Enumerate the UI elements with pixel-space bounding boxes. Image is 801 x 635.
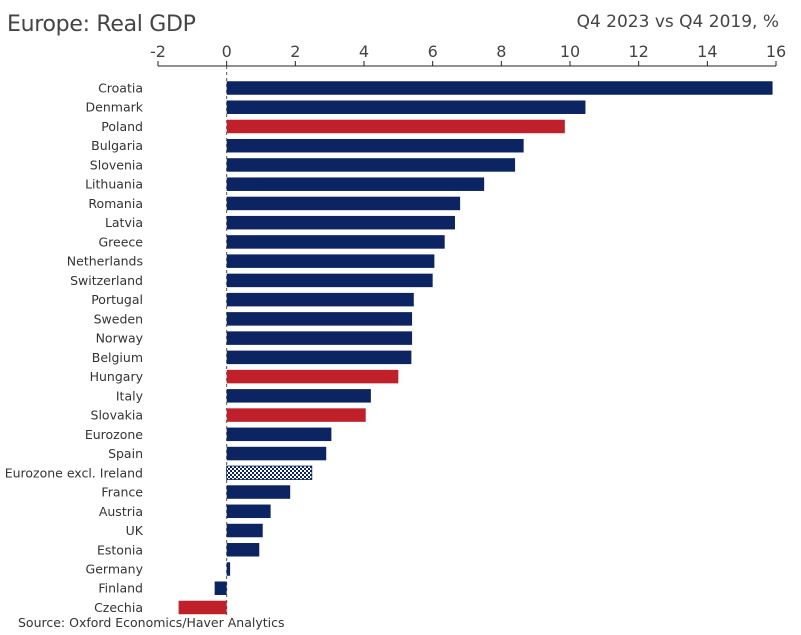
bar	[226, 177, 485, 191]
x-tick-label: 8	[496, 42, 506, 61]
category-label: Norway	[96, 331, 144, 346]
category-label: Spain	[108, 446, 143, 461]
category-label: Sweden	[94, 311, 143, 326]
bar	[226, 523, 263, 538]
bar	[226, 215, 455, 230]
bar	[226, 273, 433, 288]
category-label: Latvia	[105, 215, 143, 230]
category-label: Eurozone	[85, 427, 143, 442]
bar	[226, 158, 516, 172]
category-label: Netherlands	[67, 254, 143, 269]
category-label: Croatia	[98, 81, 143, 96]
bar	[178, 600, 227, 615]
bar	[226, 331, 413, 345]
bar	[226, 389, 371, 403]
bar	[226, 465, 313, 480]
category-label: Slovakia	[91, 408, 143, 423]
bar	[226, 81, 773, 95]
x-tick-label: 4	[359, 42, 369, 61]
bar	[226, 292, 414, 307]
bar	[226, 369, 399, 384]
x-tick-label: 6	[428, 42, 438, 61]
bar	[226, 427, 332, 442]
category-label: Czechia	[94, 600, 143, 615]
category-label: Slovenia	[90, 157, 143, 172]
bar	[226, 100, 586, 114]
category-label: Germany	[86, 562, 144, 577]
bar	[226, 312, 413, 326]
category-label: Portugal	[91, 292, 143, 307]
x-tick-label: 0	[222, 42, 232, 61]
category-label: Switzerland	[70, 273, 143, 288]
x-tick-label: 12	[628, 42, 648, 61]
bar	[226, 485, 291, 499]
category-label: Eurozone excl. Ireland	[5, 465, 143, 480]
bar	[226, 446, 327, 461]
bar	[226, 350, 412, 365]
category-label: France	[101, 485, 143, 500]
chart-subtitle: Q4 2023 vs Q4 2019, %	[576, 12, 779, 32]
category-label: Hungary	[90, 369, 144, 384]
x-tick-label: 14	[697, 42, 717, 61]
bar	[214, 581, 227, 595]
bar	[226, 543, 260, 557]
bar	[226, 562, 231, 576]
bar	[226, 504, 271, 519]
category-label: Denmark	[86, 100, 144, 115]
bar	[226, 119, 565, 134]
category-label: Belgium	[92, 350, 143, 365]
chart-title: Europe: Real GDP	[7, 12, 196, 37]
category-label: Greece	[99, 234, 144, 249]
category-label: Finland	[98, 581, 143, 596]
x-tick-label: -2	[150, 42, 166, 61]
bar	[226, 254, 435, 268]
bar	[226, 138, 524, 153]
category-label: Italy	[116, 388, 144, 403]
x-tick-label: 10	[560, 42, 580, 61]
category-labels: Croatia Denmark Poland Bulgaria Slovenia Lith…	[5, 81, 144, 615]
bars	[178, 81, 773, 615]
x-tick-label: 16	[766, 42, 786, 61]
bar	[226, 196, 461, 211]
category-label: Austria	[99, 504, 143, 519]
category-label: Bulgaria	[91, 138, 143, 153]
category-label: Romania	[88, 196, 143, 211]
source-note: Source: Oxford Economics/Haver Analytics	[18, 615, 285, 630]
category-label: Estonia	[97, 542, 143, 557]
category-label: Lithuania	[85, 177, 143, 192]
category-label: UK	[126, 523, 144, 538]
bar	[226, 235, 445, 249]
bar	[226, 408, 366, 422]
x-tick-label: 2	[290, 42, 300, 61]
category-label: Poland	[101, 119, 143, 134]
